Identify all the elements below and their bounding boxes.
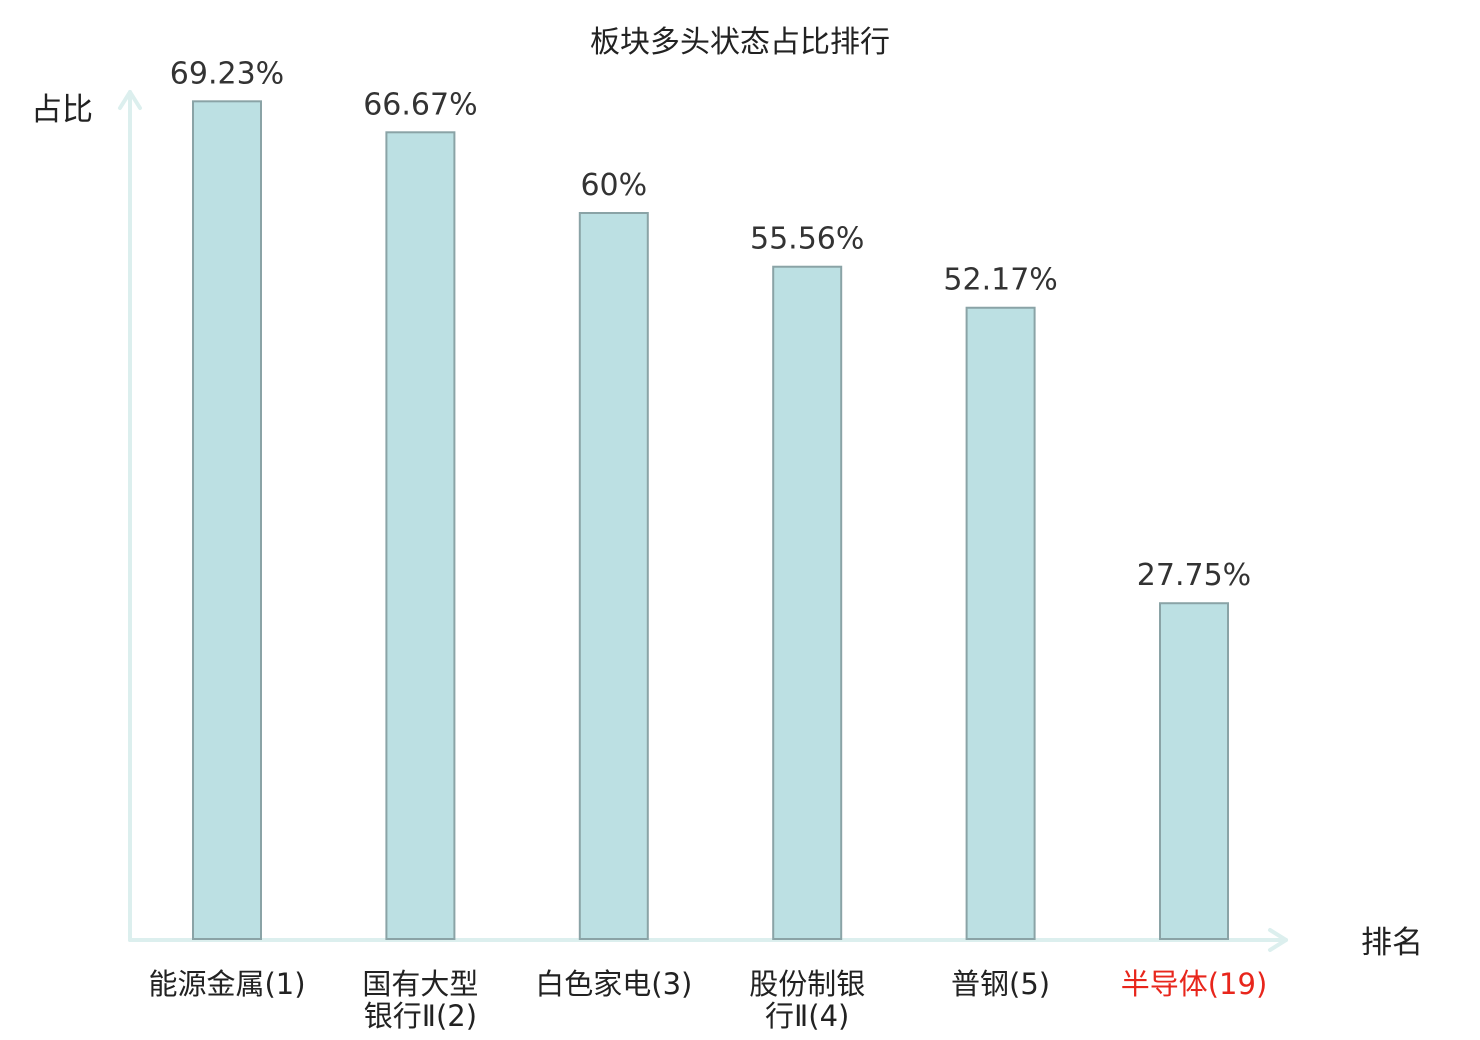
bar-4: [772, 265, 843, 940]
value-label-6: 27.75%: [1137, 558, 1251, 593]
bar-5: [965, 306, 1036, 941]
category-label-2-line-2: 银行Ⅱ(2): [364, 999, 477, 1033]
bar-3: [578, 212, 649, 940]
bar-6: [1159, 602, 1229, 940]
value-label-1: 69.23%: [170, 56, 284, 91]
bar-2: [385, 131, 456, 940]
category-label-3-line-1: 白色家电(3): [535, 967, 692, 1001]
value-label-5: 52.17%: [943, 263, 1057, 298]
category-label-4-line-2: 行Ⅱ(4): [765, 999, 849, 1033]
category-label-2-line-1: 国有大型: [362, 967, 478, 1001]
value-label-2: 66.67%: [363, 87, 477, 122]
category-label-1-line-1: 能源金属(1): [148, 967, 305, 1001]
y-axis-arrow: [118, 90, 142, 110]
category-label-6-line-1: 半导体(19): [1121, 967, 1268, 1001]
chart-title: 板块多头状态占比排行: [590, 25, 890, 60]
value-label-4: 55.56%: [750, 222, 864, 257]
x-axis-label: 排名: [1361, 925, 1423, 961]
category-label-5-line-1: 普钢(5): [951, 967, 1050, 1001]
y-axis-label: 占比: [31, 92, 93, 128]
value-label-3: 60%: [580, 168, 647, 203]
x-axis-arrow: [1268, 928, 1288, 952]
category-label-4-line-1: 股份制银: [749, 967, 865, 1001]
bar-1: [192, 100, 262, 940]
